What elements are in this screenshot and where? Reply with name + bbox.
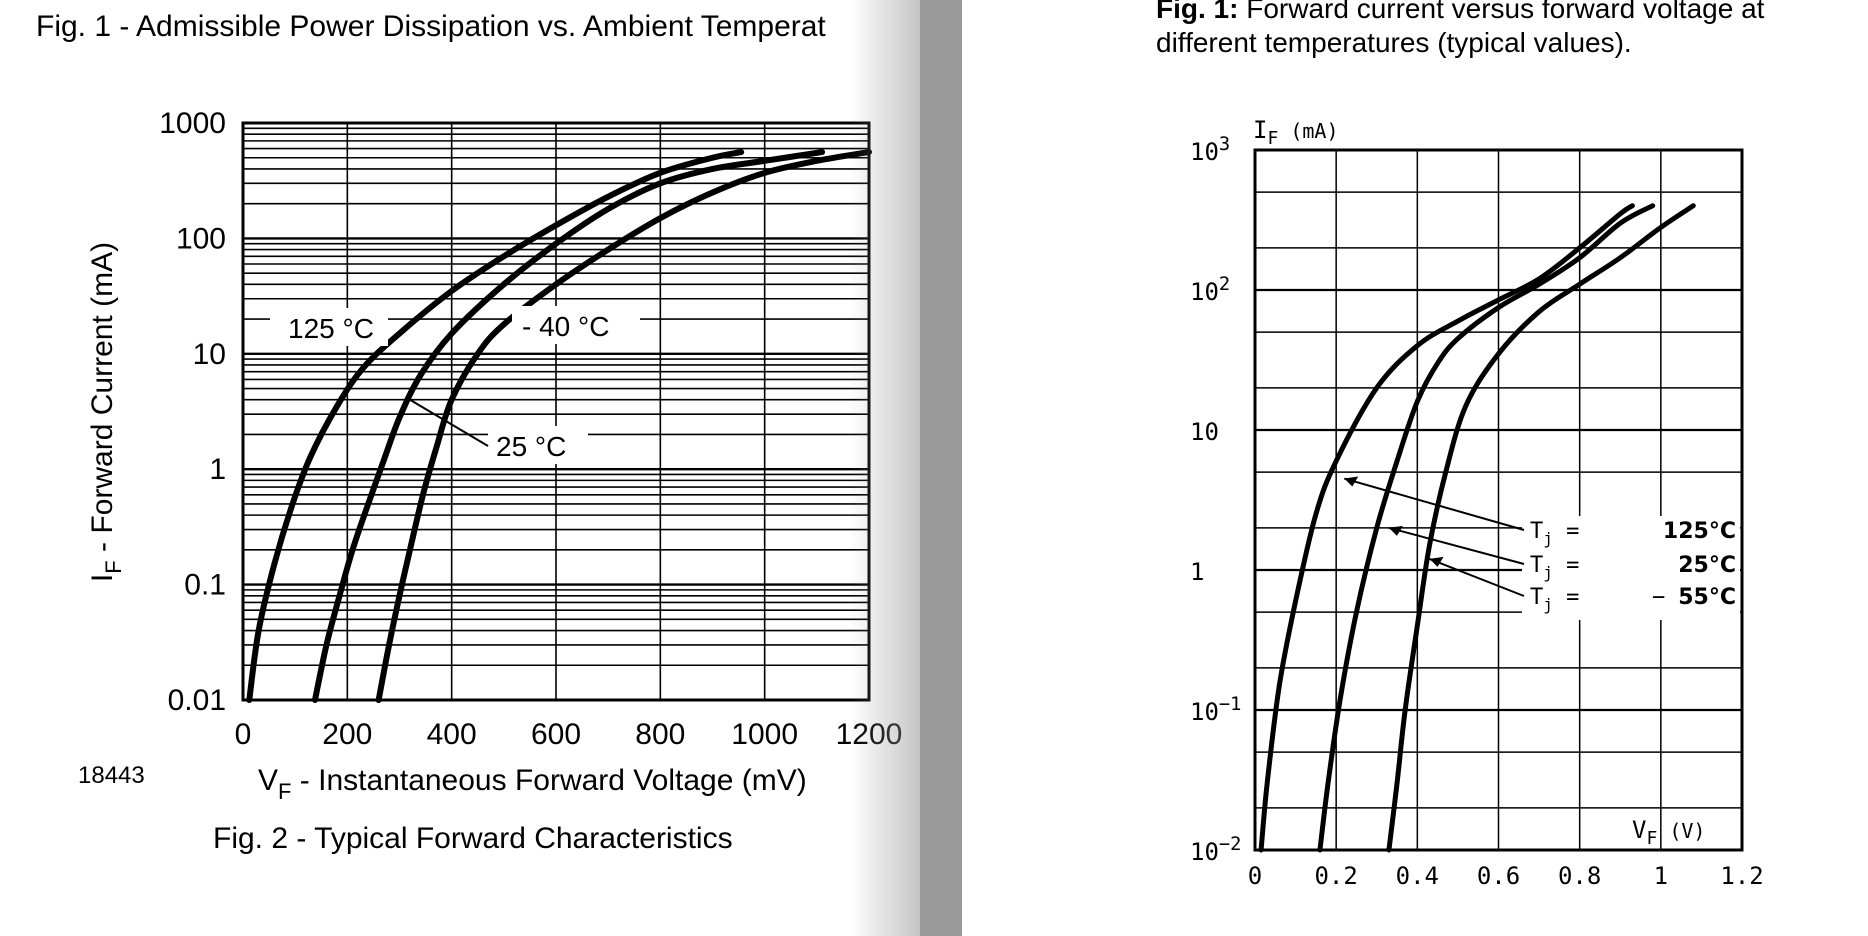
chart-right-x-axis-label: VF (V) <box>1632 816 1705 849</box>
y-label-sub: F <box>101 560 126 573</box>
chart-right-grid <box>1254 150 1743 852</box>
y-tick-label: 0.1 <box>184 569 226 602</box>
x-tick-label: 0.6 <box>1477 862 1520 890</box>
legend-entry-sign: − <box>1652 585 1665 610</box>
annotation-m40: - 40 °C <box>522 311 609 342</box>
annotation-25: 25 °C <box>496 431 566 462</box>
legend-entry-value: 125°C <box>1663 519 1736 544</box>
legend-entry-value: 55°C <box>1678 585 1736 610</box>
legend-arrowhead <box>1388 525 1403 536</box>
chart-right-y-axis-label: IF (mA) <box>1253 116 1339 149</box>
x-tick-label: 0.4 <box>1396 862 1439 890</box>
series-line-0 <box>1258 203 1635 853</box>
legend-leader-line <box>1388 526 1525 565</box>
chart-right-legend: Tj = 125°C Tj = 25°C Tj = −55°C <box>1344 476 1740 620</box>
chart-left-y-tick-labels: 0.01 0.1 1 10 100 1000 <box>159 107 226 717</box>
y-label-main: I <box>86 574 119 582</box>
r-x-label-sub: F <box>1646 828 1657 849</box>
r-y-label-main: I <box>1253 116 1267 144</box>
x-tick-label: 0.8 <box>1558 862 1601 890</box>
x-tick-label: 400 <box>427 718 477 751</box>
left-datasheet-page: Fig. 1 - Admissible Power Dissipation vs… <box>0 0 920 936</box>
x-tick-label: 0.2 <box>1314 862 1357 890</box>
x-tick-label: 200 <box>322 718 372 751</box>
chart-left-series <box>246 149 872 703</box>
r-y-label-sub: F <box>1267 128 1278 149</box>
forward-characteristics-chart-left: 125 °C - 40 °C 25 °C 0200400600800100012… <box>86 107 903 804</box>
chart-left-y-axis-label: IF - Forward Current (mA) <box>86 242 126 582</box>
y-tick-label: 10 <box>1190 418 1219 446</box>
r-x-label-rest: (V) <box>1657 819 1705 843</box>
legend-entry-symbol: Tj = <box>1530 553 1579 582</box>
legend-entry-symbol: Tj = <box>1530 519 1579 548</box>
fig2-caption: Fig. 2 - Typical Forward Characteristics <box>213 822 733 855</box>
y-tick-label: 100 <box>176 222 226 255</box>
forward-characteristics-chart-right: Tj = 125°C Tj = 25°C Tj = −55°C 0 0.2 0.4 0.6 0.8… <box>1190 116 1764 890</box>
y-label-rest: - Forward Current (mA) <box>86 242 119 560</box>
x-tick-label: 0 <box>235 718 252 751</box>
right-fig1-caption-text: Forward current versus forward voltage a… <box>1238 0 1765 24</box>
y-tick-label: 10−1 <box>1190 694 1241 726</box>
legend-leader-line <box>1344 477 1525 531</box>
x-label-main: V <box>258 764 278 797</box>
x-tick-label: 1.2 <box>1720 862 1763 890</box>
x-tick-label: 0 <box>1248 862 1262 890</box>
x-tick-label: 800 <box>635 718 685 751</box>
legend-bg <box>1522 516 1740 620</box>
annotation-25-bg <box>488 426 588 464</box>
right-datasheet-page: Fig. 1: Forward current versus forward v… <box>962 0 1868 936</box>
fig1-caption: Fig. 1 - Admissible Power Dissipation vs… <box>36 10 826 43</box>
x-label-rest: - Instantaneous Forward Voltage (mV) <box>291 764 806 797</box>
legend-entry-symbol: Tj = <box>1530 585 1579 614</box>
chart-left-grid <box>242 123 870 702</box>
annotation-m40-bg <box>512 306 640 344</box>
annotation-125: 125 °C <box>288 313 374 344</box>
annotation-125-bg <box>270 308 388 346</box>
chart-right-series <box>1258 203 1696 853</box>
y-tick-label: 0.01 <box>168 684 226 717</box>
page-curl-shadow <box>850 0 920 936</box>
y-tick-label: 102 <box>1190 274 1230 306</box>
legend-entry-value: 25°C <box>1678 553 1736 578</box>
right-fig1-caption-line2: different temperatures (typical values). <box>1156 27 1632 58</box>
chart-left-x-tick-labels: 020040060080010001200 <box>235 718 903 751</box>
y-tick-label: 103 <box>1190 134 1230 166</box>
right-fig1-caption-bold: Fig. 1: <box>1156 0 1239 24</box>
legend-arrowhead <box>1344 476 1359 487</box>
annotation-25-leader <box>406 397 489 447</box>
r-x-label-main: V <box>1632 816 1646 844</box>
x-tick-label: 1 <box>1654 862 1668 890</box>
legend-leader-line <box>1429 557 1525 597</box>
y-tick-label: 10 <box>193 338 226 371</box>
x-label-sub: F <box>278 779 291 804</box>
series-line-0 <box>246 149 745 703</box>
series-line-2 <box>375 149 872 703</box>
y-tick-label: 1 <box>1190 558 1204 586</box>
chart-right-plot-frame <box>1253 148 1744 852</box>
chart-right-y-tick-labels: 10−2 10−1 1 10 102 103 <box>1190 134 1241 866</box>
chart-right-x-tick-labels: 0 0.2 0.4 0.6 0.8 1 1.2 <box>1248 862 1764 890</box>
document-number: 18443 <box>78 762 145 789</box>
series-line-1 <box>1317 203 1656 853</box>
y-tick-label: 1000 <box>159 107 226 140</box>
x-tick-label: 600 <box>531 718 581 751</box>
y-tick-label: 10−2 <box>1190 834 1241 866</box>
chart-left-x-axis-label: VF - Instantaneous Forward Voltage (mV) <box>258 764 807 804</box>
r-y-label-rest: (mA) <box>1278 119 1338 143</box>
y-tick-label: 1 <box>209 453 226 486</box>
legend-arrowhead <box>1429 556 1444 567</box>
page-gutter <box>920 0 962 936</box>
x-tick-label: 1000 <box>731 718 798 751</box>
right-fig1-caption-line1: Fig. 1: Forward current versus forward v… <box>1156 0 1764 25</box>
series-line-2 <box>1386 203 1696 853</box>
series-line-1 <box>311 149 826 703</box>
